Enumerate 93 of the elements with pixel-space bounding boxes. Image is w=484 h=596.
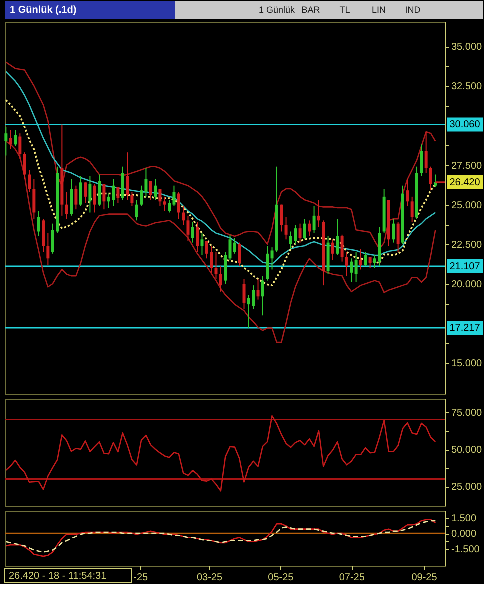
candlestick [406, 179, 410, 207]
y-tick-label: 15.000 [452, 358, 483, 370]
candlestick [65, 192, 68, 220]
candlestick [312, 206, 316, 234]
candlestick [214, 252, 218, 280]
candlestick [130, 192, 134, 207]
y-tick-label: 20.000 [452, 279, 483, 290]
candlestick [434, 174, 438, 188]
candlestick [429, 166, 432, 192]
text: 1 Günlük [258, 5, 296, 15]
candlestick [102, 184, 106, 210]
y-tick-label: 50.000 [452, 445, 483, 456]
chart-title: 1 Günlük (.1d) [10, 5, 77, 16]
candlestick [256, 278, 260, 300]
text: LIN [372, 5, 386, 15]
candlestick [32, 179, 36, 220]
y-tick-label: 22.500 [452, 240, 483, 251]
candlestick [354, 252, 358, 283]
candlestick [18, 133, 22, 160]
candlestick [158, 188, 162, 207]
candlestick [317, 200, 320, 228]
candlestick [308, 220, 312, 237]
candlestick [350, 258, 354, 283]
x-tick-label: 05-25 [268, 572, 294, 584]
candlestick [340, 234, 344, 262]
x-tick-label: 09-25 [412, 572, 438, 584]
candlestick [280, 204, 284, 232]
candlestick [200, 232, 204, 256]
candlestick [368, 256, 372, 269]
x-tick-label: -25 [134, 572, 149, 584]
candlestick [135, 200, 138, 222]
candlestick [233, 238, 236, 254]
candlestick [303, 218, 306, 240]
ref-line-label: 30.060 [450, 120, 481, 131]
candlestick [196, 222, 200, 253]
y-tick-label: 32.500 [452, 82, 483, 93]
candlestick [14, 130, 18, 147]
candlestick [364, 252, 368, 268]
candlestick [28, 170, 32, 193]
candlestick [336, 218, 340, 256]
candlestick [46, 232, 50, 266]
candlestick [186, 215, 190, 242]
text: IND [405, 5, 422, 15]
text: BAR [302, 5, 321, 15]
y-tick-label: 1.500 [452, 513, 477, 524]
candlestick [84, 182, 88, 204]
candlestick [242, 278, 246, 310]
candlestick [424, 132, 428, 174]
y-tick-label: 0.000 [452, 529, 477, 540]
candlestick [98, 174, 102, 207]
line-series [6, 415, 436, 492]
y-tick-label: 25.000 [452, 200, 483, 212]
candlestick [261, 276, 264, 316]
candlestick [270, 247, 274, 270]
candlestick [238, 242, 242, 268]
x-tick-label: 07-25 [339, 572, 366, 584]
y-tick-label: 25.000 [452, 482, 483, 494]
candlestick [79, 176, 82, 207]
candlestick [23, 152, 26, 180]
candlestick [410, 196, 414, 223]
candlestick [331, 239, 334, 261]
candlestick [191, 222, 194, 244]
annotation: 26.420 [450, 177, 481, 188]
y-tick-label: 27.500 [452, 160, 483, 172]
candlestick [298, 223, 302, 244]
candlestick [9, 130, 12, 150]
candlestick [74, 185, 78, 210]
candlestick [149, 180, 152, 201]
candlestick [219, 266, 222, 292]
text: 26.420 - 18 - 11:54:31 [9, 571, 108, 582]
y-tick-label: -1.500 [452, 544, 480, 556]
candlestick [359, 248, 362, 270]
ref-line-label: 17.217 [450, 323, 481, 334]
candlestick [177, 192, 180, 220]
candlestick [396, 222, 400, 253]
candlestick [392, 218, 396, 244]
y-tick-label: 35.000 [452, 42, 483, 54]
ref-line-label: 21.107 [450, 261, 481, 272]
candlestick [88, 176, 92, 214]
x-tick-label: 03-25 [196, 572, 223, 584]
y-tick-label: 75.000 [452, 408, 483, 419]
candlestick [126, 152, 130, 201]
candlestick [116, 186, 120, 204]
candlestick [37, 210, 40, 237]
candlestick [345, 252, 348, 277]
candlestick [420, 144, 424, 177]
candlestick [93, 184, 96, 214]
text: TL [340, 5, 350, 15]
candlestick [4, 126, 8, 156]
candlestick [284, 217, 288, 240]
candlestick [154, 179, 158, 201]
candlestick [163, 196, 166, 212]
candlestick [182, 206, 186, 226]
